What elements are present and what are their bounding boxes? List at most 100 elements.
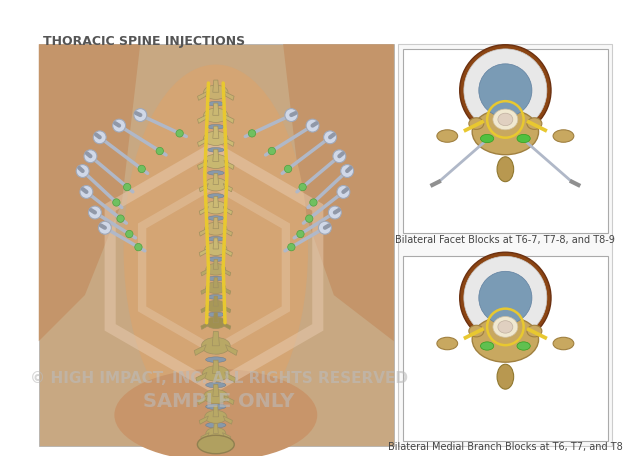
Ellipse shape [204,154,228,168]
Polygon shape [212,384,219,397]
Polygon shape [213,423,218,433]
Polygon shape [212,149,219,161]
Circle shape [93,131,106,144]
Polygon shape [213,173,219,184]
Circle shape [248,130,256,137]
Circle shape [287,244,295,251]
Bar [398,44,612,447]
Polygon shape [223,207,232,215]
Polygon shape [283,44,394,341]
Polygon shape [225,345,237,356]
Ellipse shape [207,237,224,241]
Polygon shape [223,248,232,256]
Circle shape [138,165,145,173]
Ellipse shape [202,366,229,381]
Ellipse shape [553,337,574,350]
Polygon shape [213,296,218,306]
Ellipse shape [207,171,224,175]
Polygon shape [213,278,218,288]
Ellipse shape [437,130,458,142]
Polygon shape [224,395,234,405]
Ellipse shape [204,131,228,146]
Ellipse shape [205,222,227,235]
Circle shape [285,109,298,121]
Ellipse shape [205,404,226,410]
Circle shape [479,271,532,324]
Circle shape [135,244,142,251]
Ellipse shape [207,312,224,317]
Polygon shape [199,416,209,424]
Ellipse shape [204,108,228,122]
Ellipse shape [207,194,224,198]
Polygon shape [212,331,220,346]
Circle shape [460,252,551,344]
Text: Bilateral Medial Branch Blocks at T6, T7, and T8: Bilateral Medial Branch Blocks at T6, T7… [388,442,623,452]
Polygon shape [213,313,218,323]
Ellipse shape [206,428,226,439]
Text: THORACIC SPINE INJECTIONS: THORACIC SPINE INJECTIONS [44,35,246,48]
Bar [403,49,608,233]
Polygon shape [198,91,208,100]
Circle shape [319,221,332,234]
Ellipse shape [481,134,493,143]
Polygon shape [201,433,209,440]
Ellipse shape [207,295,224,299]
Ellipse shape [207,276,224,281]
Circle shape [156,147,163,155]
Polygon shape [223,287,231,294]
Polygon shape [213,406,219,417]
Ellipse shape [206,301,226,312]
Circle shape [176,130,183,137]
Circle shape [479,64,532,117]
Circle shape [284,165,292,173]
Polygon shape [198,137,208,146]
Ellipse shape [207,101,224,106]
Polygon shape [198,114,208,123]
Circle shape [324,131,337,144]
Ellipse shape [493,109,518,130]
Text: SAMPLE ONLY: SAMPLE ONLY [143,392,294,410]
Circle shape [134,109,147,121]
Polygon shape [212,80,219,92]
Ellipse shape [207,257,224,262]
Ellipse shape [205,178,227,191]
Circle shape [125,230,133,237]
Ellipse shape [472,109,538,155]
Ellipse shape [207,216,224,220]
Polygon shape [223,183,232,192]
Polygon shape [223,268,231,276]
Circle shape [297,230,304,237]
Ellipse shape [204,390,228,404]
Circle shape [333,150,346,163]
Ellipse shape [517,342,531,350]
Circle shape [113,119,125,132]
Circle shape [76,164,89,177]
Polygon shape [213,238,219,249]
Polygon shape [225,373,236,383]
Ellipse shape [498,321,513,333]
Polygon shape [224,160,234,170]
Circle shape [113,199,120,206]
Text: © HIGH IMPACT, INC. ALL RIGHTS RESERVED: © HIGH IMPACT, INC. ALL RIGHTS RESERVED [29,371,408,385]
Circle shape [299,183,307,191]
Circle shape [88,206,101,219]
Ellipse shape [202,337,230,354]
Circle shape [464,256,547,339]
Polygon shape [213,259,218,269]
Ellipse shape [481,342,493,350]
Text: Bilateral Facet Blocks at T6-7, T7-8, and T8-9: Bilateral Facet Blocks at T6-7, T7-8, an… [396,235,615,245]
Ellipse shape [493,317,518,337]
Ellipse shape [497,157,514,182]
Polygon shape [199,183,209,192]
Polygon shape [223,322,231,329]
Polygon shape [223,228,232,236]
Ellipse shape [517,134,531,143]
Circle shape [464,49,547,132]
Polygon shape [39,44,140,341]
Polygon shape [199,248,209,256]
Polygon shape [212,360,219,374]
Polygon shape [224,91,234,100]
Ellipse shape [207,147,224,152]
Polygon shape [201,287,209,294]
Ellipse shape [205,201,227,214]
